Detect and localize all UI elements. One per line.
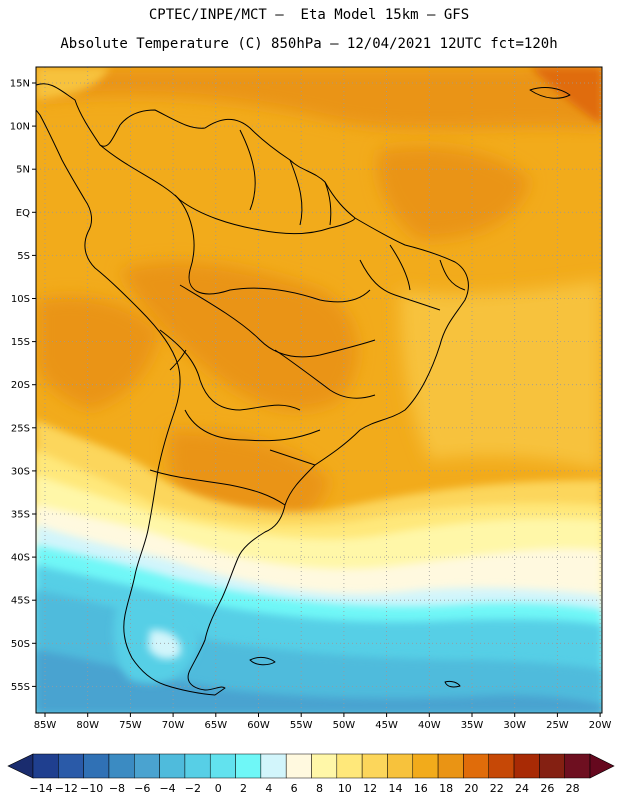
- colorbar-swatch: [539, 753, 565, 779]
- lat-label: 5S: [17, 251, 30, 262]
- colorbar: −14 −12 −10 −8 −6 −4 −2 0 2 4 6 8 10 12 14 16 18 20 22 24 26…: [7, 753, 615, 795]
- colorbar-swatch: [235, 753, 262, 779]
- colorbar-label: −10: [80, 782, 103, 795]
- map-frame: [35, 66, 603, 714]
- colorbar-swatch: [108, 753, 135, 779]
- lon-label: 40W: [418, 720, 441, 731]
- colorbar-swatch: [285, 753, 312, 779]
- colorbar-label: 14: [388, 782, 402, 795]
- colorbar-label: 28: [566, 782, 580, 795]
- colorbar-swatch: [32, 753, 59, 779]
- colorbar-swatch: [311, 753, 338, 779]
- colorbar-swatch: [564, 753, 591, 779]
- colorbar-label: 22: [490, 782, 504, 795]
- colorbar-swatch: [159, 753, 186, 779]
- colorbar-label: 2: [240, 782, 247, 795]
- lon-label: 35W: [461, 720, 484, 731]
- lat-label: EQ: [16, 208, 30, 219]
- lat-label: 10N: [10, 122, 30, 133]
- lon-label: 50W: [333, 720, 356, 731]
- title-line-2: Absolute Temperature (C) 850hPa – 12/04/…: [60, 36, 558, 52]
- colorbar-label: 8: [316, 782, 323, 795]
- colorbar-label: 0: [215, 782, 222, 795]
- lat-label: 15N: [10, 79, 30, 90]
- lat-label: 50S: [11, 639, 30, 650]
- lat-label: 5N: [16, 165, 30, 176]
- colorbar-label: 4: [265, 782, 272, 795]
- colorbar-swatch: [488, 753, 515, 779]
- colorbar-swatch: [463, 753, 489, 779]
- colorbar-label: −4: [159, 782, 175, 795]
- lon-label: 85W: [34, 720, 57, 731]
- lon-label: 20W: [589, 720, 612, 731]
- lon-label: 70W: [162, 720, 185, 731]
- colorbar-swatch: [184, 753, 211, 779]
- lon-label: 25W: [546, 720, 569, 731]
- colorbar-swatch: [361, 753, 388, 779]
- lat-label: 30S: [11, 466, 30, 477]
- lon-label: 30W: [503, 720, 526, 731]
- lon-label: 55W: [290, 720, 313, 731]
- colorbar-label: 18: [439, 782, 453, 795]
- colorbar-under-arrow: [7, 753, 34, 779]
- lat-label: 20S: [11, 380, 30, 391]
- colorbar-swatch: [336, 753, 363, 779]
- lat-label: 40S: [11, 553, 30, 564]
- lat-label: 10S: [11, 294, 30, 305]
- coastlines-and-borders: [35, 83, 571, 696]
- temperature-map: 15N 10N 5N EQ 5S 10S 15S 20S 25S 30S 35S 40S 45S 50S 5…: [10, 66, 612, 731]
- colorbar-label: 10: [338, 782, 352, 795]
- colorbar-label: 20: [464, 782, 478, 795]
- colorbar-label: 24: [515, 782, 529, 795]
- lon-label: 65W: [204, 720, 227, 731]
- colorbar-swatch: [387, 753, 414, 779]
- colorbar-swatch: [513, 753, 540, 779]
- colorbar-swatch: [134, 753, 160, 779]
- colorbar-label: 16: [414, 782, 428, 795]
- colorbar-labels: −14 −12 −10 −8 −6 −4 −2 0 2 4 6 8 10 12 14 16 18 20 22 24 26…: [29, 782, 579, 795]
- colorbar-label: 12: [363, 782, 377, 795]
- lat-label: 55S: [11, 682, 30, 693]
- colorbar-swatch: [412, 753, 439, 779]
- lon-label: 45W: [375, 720, 398, 731]
- lon-label: 80W: [76, 720, 99, 731]
- lat-label: 45S: [11, 596, 30, 607]
- colorbar-swatches: [7, 753, 615, 779]
- colorbar-label: −8: [109, 782, 125, 795]
- colorbar-label: −12: [55, 782, 78, 795]
- title-line-1: CPTEC/INPE/MCT – Eta Model 15km – GFS: [148, 7, 470, 23]
- longitude-labels: 85W 80W 75W 70W 65W 60W 55W 50W 45W 40W 35W 30W 25W 2…: [34, 713, 612, 731]
- lat-label: 35S: [11, 510, 30, 521]
- colorbar-swatch: [83, 753, 110, 779]
- colorbar-swatch: [260, 753, 287, 779]
- lon-label: 75W: [119, 720, 142, 731]
- colorbar-over-arrow: [589, 753, 615, 779]
- colorbar-label: −2: [185, 782, 201, 795]
- colorbar-label: −14: [29, 782, 52, 795]
- lat-label: 25S: [11, 423, 30, 434]
- colorbar-label: −6: [134, 782, 150, 795]
- lat-label: 15S: [11, 337, 30, 348]
- colorbar-swatch: [209, 753, 236, 779]
- colorbar-swatch: [58, 753, 84, 779]
- latitude-labels: 15N 10N 5N EQ 5S 10S 15S 20S 25S 30S 35S 40S 45S 50S 5…: [10, 79, 36, 693]
- colorbar-swatch: [437, 753, 464, 779]
- colorbar-label: 6: [291, 782, 298, 795]
- colorbar-label: 26: [540, 782, 554, 795]
- temperature-field: [36, 67, 602, 713]
- lon-label: 60W: [247, 720, 270, 731]
